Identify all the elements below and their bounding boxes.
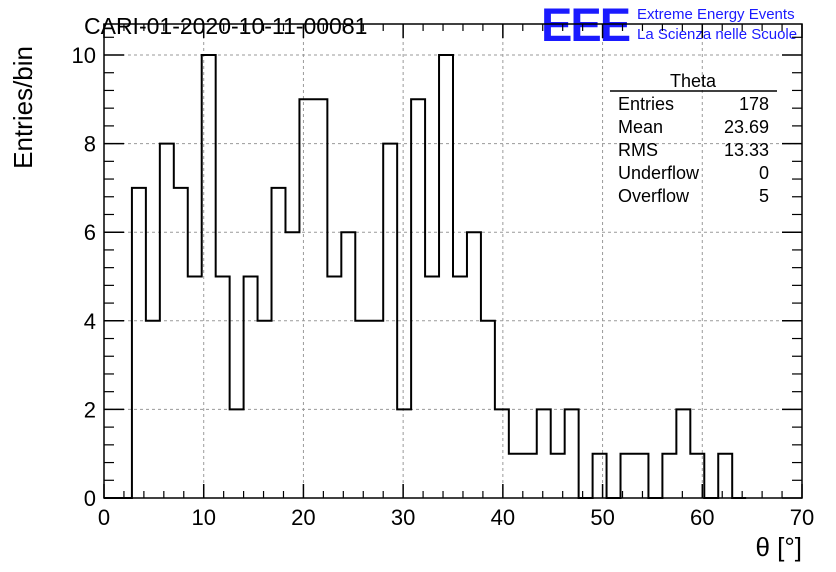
y-tick-label: 8 xyxy=(84,132,96,157)
y-tick-label: 2 xyxy=(84,397,96,422)
x-tick-label: 0 xyxy=(98,505,110,530)
stats-label-underflow: Underflow xyxy=(618,163,700,183)
x-tick-label: 60 xyxy=(690,505,714,530)
stats-value-rms: 13.33 xyxy=(724,140,769,160)
stats-value-underflow: 0 xyxy=(759,163,769,183)
y-tick-label: 10 xyxy=(72,43,96,68)
y-tick-label: 4 xyxy=(84,309,96,334)
y-axis-label: Entries/bin xyxy=(8,46,38,169)
stats-label-entries: Entries xyxy=(618,94,674,114)
stats-value-entries: 178 xyxy=(739,94,769,114)
stats-label-rms: RMS xyxy=(618,140,658,160)
logo-line-2: La Scienza nelle Scuole xyxy=(637,26,797,43)
stats-value-overflow: 5 xyxy=(759,186,769,206)
stats-label-overflow: Overflow xyxy=(618,186,690,206)
run-title: CARI-01-2020-10-11-00081 xyxy=(84,13,367,39)
stats-label-mean: Mean xyxy=(618,117,663,137)
eee-logo: EEE xyxy=(541,0,630,51)
y-tick-label: 0 xyxy=(84,486,96,511)
x-tick-label: 50 xyxy=(590,505,614,530)
stats-box: Theta Entries 178 Mean 23.69 RMS 13.33 U… xyxy=(610,71,777,206)
x-axis-label: θ [°] xyxy=(755,532,802,562)
stats-title: Theta xyxy=(670,71,717,91)
stats-value-mean: 23.69 xyxy=(724,117,769,137)
logo-line-1: Extreme Energy Events xyxy=(637,6,795,23)
x-tick-label: 10 xyxy=(191,505,215,530)
x-tick-label: 70 xyxy=(790,505,814,530)
x-tick-label: 30 xyxy=(391,505,415,530)
histogram-outline xyxy=(104,54,747,499)
x-tick-label: 20 xyxy=(291,505,315,530)
plot-frame xyxy=(103,23,803,499)
x-tick-label: 40 xyxy=(491,505,515,530)
y-tick-label: 6 xyxy=(84,220,96,245)
